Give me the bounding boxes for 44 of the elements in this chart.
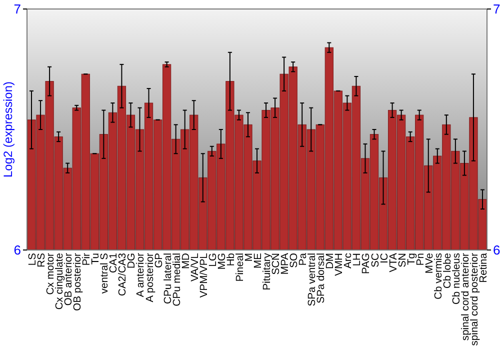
x-tick-label: VTA	[388, 252, 400, 272]
x-tick-label: Tg	[406, 252, 418, 266]
x-tick-label: PAG	[361, 253, 372, 274]
x-tick-label: spinal cord posterior	[469, 252, 480, 346]
x-tick-label: Pituitary	[262, 252, 274, 290]
x-tick-label: OB posterior	[72, 252, 84, 311]
x-tick-label: VPM/VPL	[198, 252, 210, 298]
x-tick-label: VA/VL	[190, 252, 201, 282]
x-tick-label: ME	[253, 252, 264, 268]
x-tick-label: A anterior	[136, 252, 147, 298]
x-tick-label: LG	[208, 253, 219, 267]
x-tick-label: CPu medial	[172, 253, 183, 306]
x-tick-label: OB anterior	[64, 252, 75, 306]
x-tick-label: SPa dorsal	[316, 253, 328, 304]
x-tick-label: Cb lobe	[442, 252, 454, 288]
x-tick-label: Pa	[298, 252, 310, 266]
x-tick-label: spinal cord anterior	[460, 252, 472, 341]
x-tick-label: Arc	[343, 253, 354, 268]
x-tick-label: RS	[36, 252, 48, 268]
x-tick-label: A posterior	[144, 252, 156, 302]
x-tick-label: MVe	[424, 252, 436, 274]
y2-tick-label: 6	[493, 242, 500, 258]
x-tick-label: Retina	[478, 252, 490, 283]
x-tick-label: Pir	[82, 252, 93, 266]
x-tick-label: SN	[397, 253, 408, 268]
x-tick-label: DM	[325, 253, 336, 270]
x-tick-label: GP	[154, 252, 165, 268]
x-tick-label: Cb vermis	[433, 253, 444, 300]
x-tick-label: MD	[180, 253, 192, 270]
x-tick-label: Hb	[226, 252, 237, 266]
y2-tick-label: 7	[493, 2, 500, 17]
x-tick-label: CPu lateral	[162, 253, 174, 304]
x-tick-label: MG	[216, 253, 228, 270]
x-tick-label: SC	[370, 252, 382, 268]
x-tick-label: SCN	[271, 253, 282, 275]
x-tick-label: Pineal	[234, 253, 246, 282]
x-tick-label: IC	[379, 252, 390, 264]
x-tick-label: SO	[289, 253, 300, 268]
x-tick-label: VMH	[334, 253, 346, 276]
x-tick-label: DG	[126, 253, 138, 268]
y-axis-title: Log2 (expression)	[1, 81, 15, 178]
x-tick-label: M	[244, 253, 255, 262]
x-tick-label: Pn	[415, 252, 426, 266]
x-tick-label: Cb nucleus	[451, 253, 462, 305]
